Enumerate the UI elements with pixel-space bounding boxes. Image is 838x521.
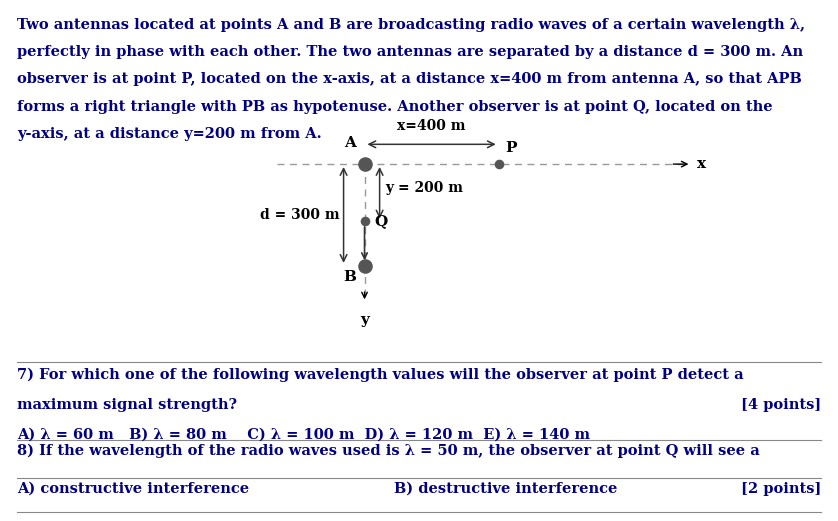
Text: [2 points]: [2 points] bbox=[741, 482, 821, 496]
Text: y = 200 m: y = 200 m bbox=[385, 181, 463, 194]
Text: observer is at point P, located on the x-axis, at a distance x=400 m from antenn: observer is at point P, located on the x… bbox=[17, 72, 801, 86]
Text: B: B bbox=[343, 270, 356, 284]
Text: P: P bbox=[505, 141, 517, 155]
Point bbox=[358, 217, 371, 226]
Text: perfectly in phase with each other. The two antennas are separated by a distance: perfectly in phase with each other. The … bbox=[17, 45, 803, 59]
Text: A) constructive interference: A) constructive interference bbox=[17, 482, 249, 496]
Text: Q: Q bbox=[375, 215, 388, 228]
Text: y: y bbox=[360, 313, 369, 327]
Text: A) λ = 60 m   B) λ = 80 m    C) λ = 100 m  D) λ = 120 m  E) λ = 140 m: A) λ = 60 m B) λ = 80 m C) λ = 100 m D) … bbox=[17, 427, 590, 441]
Text: x=400 m: x=400 m bbox=[397, 119, 466, 133]
Point bbox=[492, 160, 505, 168]
Text: maximum signal strength?: maximum signal strength? bbox=[17, 398, 237, 412]
Point bbox=[358, 262, 371, 270]
Point bbox=[358, 160, 371, 168]
Text: 7) For which one of the following wavelength values will the observer at point P: 7) For which one of the following wavele… bbox=[17, 367, 743, 382]
Text: y-axis, at a distance y=200 m from A.: y-axis, at a distance y=200 m from A. bbox=[17, 127, 322, 141]
Text: B) destructive interference: B) destructive interference bbox=[394, 482, 618, 496]
Text: d = 300 m: d = 300 m bbox=[260, 208, 339, 222]
Text: A: A bbox=[344, 135, 356, 150]
Text: 8) If the wavelength of the radio waves used is λ = 50 m, the observer at point : 8) If the wavelength of the radio waves … bbox=[17, 444, 759, 458]
Text: Two antennas located at points A and B are broadcasting radio waves of a certain: Two antennas located at points A and B a… bbox=[17, 18, 804, 32]
Text: x: x bbox=[697, 157, 706, 171]
Text: [4 points]: [4 points] bbox=[741, 398, 821, 412]
Text: forms a right triangle with PB as hypotenuse. Another observer is at point Q, lo: forms a right triangle with PB as hypote… bbox=[17, 100, 773, 114]
